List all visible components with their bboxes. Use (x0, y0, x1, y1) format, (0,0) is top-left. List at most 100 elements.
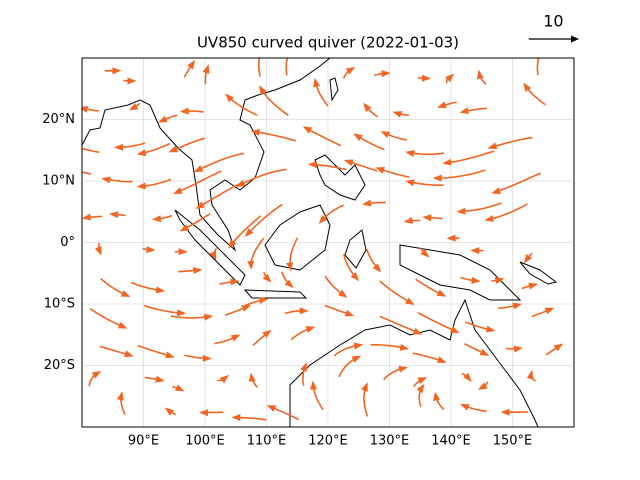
y-tick-label: 20°S (44, 358, 75, 373)
arrowhead (230, 334, 241, 342)
chart-title: UV850 curved quiver (2022-01-03) (197, 34, 459, 52)
arrowhead (420, 248, 430, 258)
streamline (379, 315, 421, 335)
coastline (289, 298, 539, 427)
arrowhead (362, 199, 372, 207)
streamline (536, 58, 540, 76)
arrowhead (157, 115, 168, 123)
arrowhead (117, 321, 128, 329)
arrowhead (345, 66, 356, 75)
arrowhead (544, 307, 555, 315)
arrowhead (361, 382, 368, 392)
arrowhead (351, 355, 362, 363)
arrowhead (258, 296, 269, 304)
y-tick-label: 0° (60, 235, 75, 250)
streamline (434, 169, 486, 179)
arrowhead (262, 329, 272, 339)
arrowhead (528, 282, 538, 290)
arrowhead (91, 371, 102, 379)
arrowhead (193, 267, 203, 275)
streamline (228, 215, 262, 248)
arrowhead (300, 362, 307, 372)
arrowhead (494, 277, 505, 284)
arrowhead (470, 247, 480, 255)
streamline (257, 58, 261, 77)
y-tick-label: 10°N (42, 174, 75, 189)
arrowhead (209, 250, 217, 261)
arrowhead (456, 207, 466, 215)
arrowhead (179, 224, 190, 232)
arrowhead (228, 239, 237, 249)
grid (82, 58, 574, 427)
streamline (252, 130, 297, 142)
arrowhead (310, 380, 317, 390)
arrowhead (247, 260, 255, 270)
arrowhead (172, 187, 183, 194)
arrowhead (120, 290, 131, 298)
y-tick-label: 20°N (42, 112, 75, 127)
arrowhead (128, 102, 139, 111)
arrowhead (405, 297, 415, 306)
arrowhead (178, 248, 188, 256)
x-tick-label: 120°E (308, 434, 348, 449)
arrowhead (94, 246, 102, 256)
arrowhead (305, 326, 316, 333)
reference-arrowhead (571, 35, 579, 43)
arrowhead (259, 85, 267, 95)
arrowhead (124, 350, 134, 358)
arrowhead (476, 69, 484, 80)
arrowhead (471, 276, 481, 284)
coastline (399, 244, 522, 301)
arrowhead (524, 254, 533, 264)
arrowhead (199, 409, 209, 417)
arrowhead (372, 263, 382, 273)
arrowhead (537, 45, 544, 55)
arrowhead (307, 161, 318, 169)
arrowhead (219, 374, 229, 384)
streamline (82, 404, 83, 407)
arrowhead (436, 101, 447, 109)
arrowhead (350, 272, 360, 282)
arrowhead (318, 214, 328, 225)
arrowhead (463, 372, 472, 382)
arrowhead (109, 211, 119, 219)
arrowhead (486, 325, 496, 333)
streamline (174, 170, 222, 194)
arrowhead (202, 354, 212, 362)
streamline (492, 172, 542, 194)
reference-key: 10 (528, 12, 579, 43)
arrowhead (155, 375, 165, 383)
arrowhead (442, 158, 452, 166)
arrowhead (62, 142, 72, 149)
arrowhead (417, 377, 428, 384)
arrowhead (479, 348, 490, 356)
arrowhead (193, 165, 204, 173)
arrowhead (116, 391, 124, 401)
arrowhead (513, 345, 523, 353)
arrowhead (113, 143, 123, 151)
streamline (417, 312, 459, 334)
arrowhead (136, 182, 146, 190)
arrowhead (500, 408, 510, 416)
arrowhead (286, 262, 294, 272)
arrowhead (491, 187, 501, 194)
streamline (444, 150, 495, 164)
arrowhead (381, 70, 391, 78)
arrowhead (512, 302, 522, 310)
arrowhead (436, 356, 447, 363)
streamline (196, 181, 243, 209)
x-tick-label: 130°E (370, 434, 410, 449)
arrowhead (236, 179, 246, 187)
arrowhead (412, 327, 423, 335)
arrowhead (50, 163, 60, 170)
arrowhead (284, 279, 294, 289)
streamline (245, 203, 283, 237)
arrowhead (353, 342, 364, 350)
coastline (82, 58, 331, 252)
arrowhead (432, 174, 442, 182)
arrowhead (136, 149, 147, 157)
arrowhead (405, 179, 415, 187)
arrowhead (151, 215, 162, 223)
arrowhead (176, 309, 187, 317)
